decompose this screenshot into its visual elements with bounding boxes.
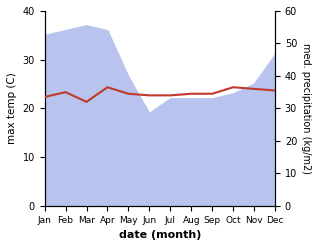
X-axis label: date (month): date (month)	[119, 230, 201, 240]
Y-axis label: med. precipitation (kg/m2): med. precipitation (kg/m2)	[301, 43, 311, 174]
Y-axis label: max temp (C): max temp (C)	[7, 72, 17, 144]
